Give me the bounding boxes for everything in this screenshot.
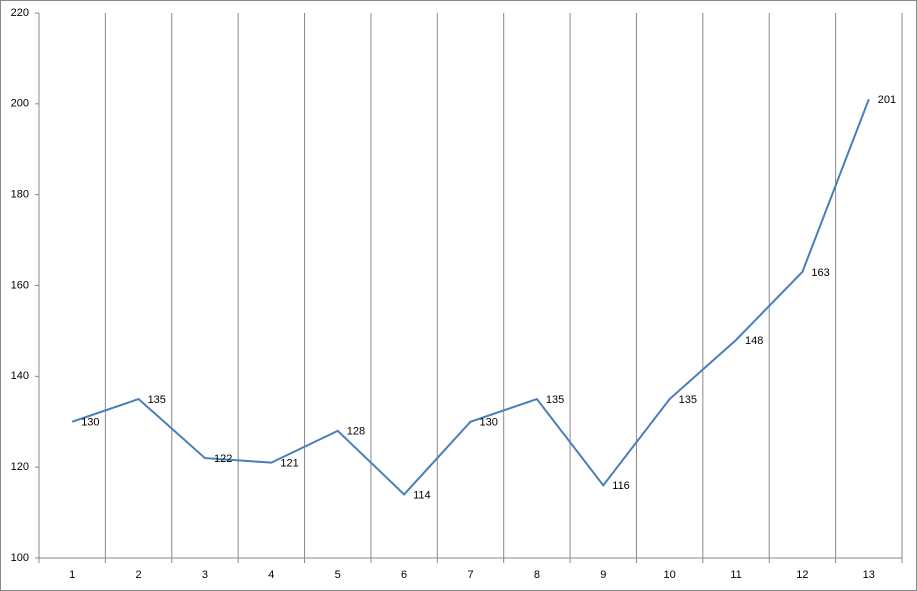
data-label: 116 — [612, 480, 630, 492]
x-tick-label: 8 — [534, 569, 540, 581]
y-tick-label: 220 — [11, 7, 29, 19]
y-tick-label: 140 — [11, 370, 29, 382]
x-tick-label: 9 — [600, 569, 606, 581]
x-tick-label: 2 — [136, 569, 142, 581]
data-label: 128 — [347, 426, 365, 438]
x-tick-label: 12 — [796, 569, 808, 581]
y-tick-label: 180 — [11, 189, 29, 201]
data-line — [71, 98, 870, 496]
data-label: 121 — [280, 458, 298, 470]
x-tick-label: 11 — [730, 569, 741, 581]
x-tick-label: 1 — [69, 569, 75, 581]
data-label: 163 — [811, 267, 829, 279]
y-tick-label: 200 — [11, 98, 29, 110]
data-label: 130 — [81, 417, 99, 429]
y-tick-label: 100 — [11, 552, 29, 564]
x-tick-label: 3 — [202, 569, 208, 581]
x-tick-label: 7 — [467, 569, 473, 581]
data-label: 148 — [745, 335, 763, 347]
x-tick-label: 13 — [863, 569, 875, 581]
x-tick-label: 5 — [335, 569, 341, 581]
x-tick-label: 4 — [268, 569, 274, 581]
data-label: 130 — [480, 417, 498, 429]
x-tick-label: 6 — [401, 569, 407, 581]
data-label: 114 — [413, 489, 431, 501]
data-label: 135 — [679, 394, 697, 406]
data-label: 201 — [878, 94, 896, 106]
data-label: 122 — [214, 453, 232, 465]
y-tick-label: 160 — [11, 279, 29, 291]
data-label: 135 — [546, 394, 564, 406]
data-label: 135 — [148, 394, 166, 406]
y-tick-label: 120 — [11, 461, 29, 473]
x-tick-label: 10 — [664, 569, 676, 581]
